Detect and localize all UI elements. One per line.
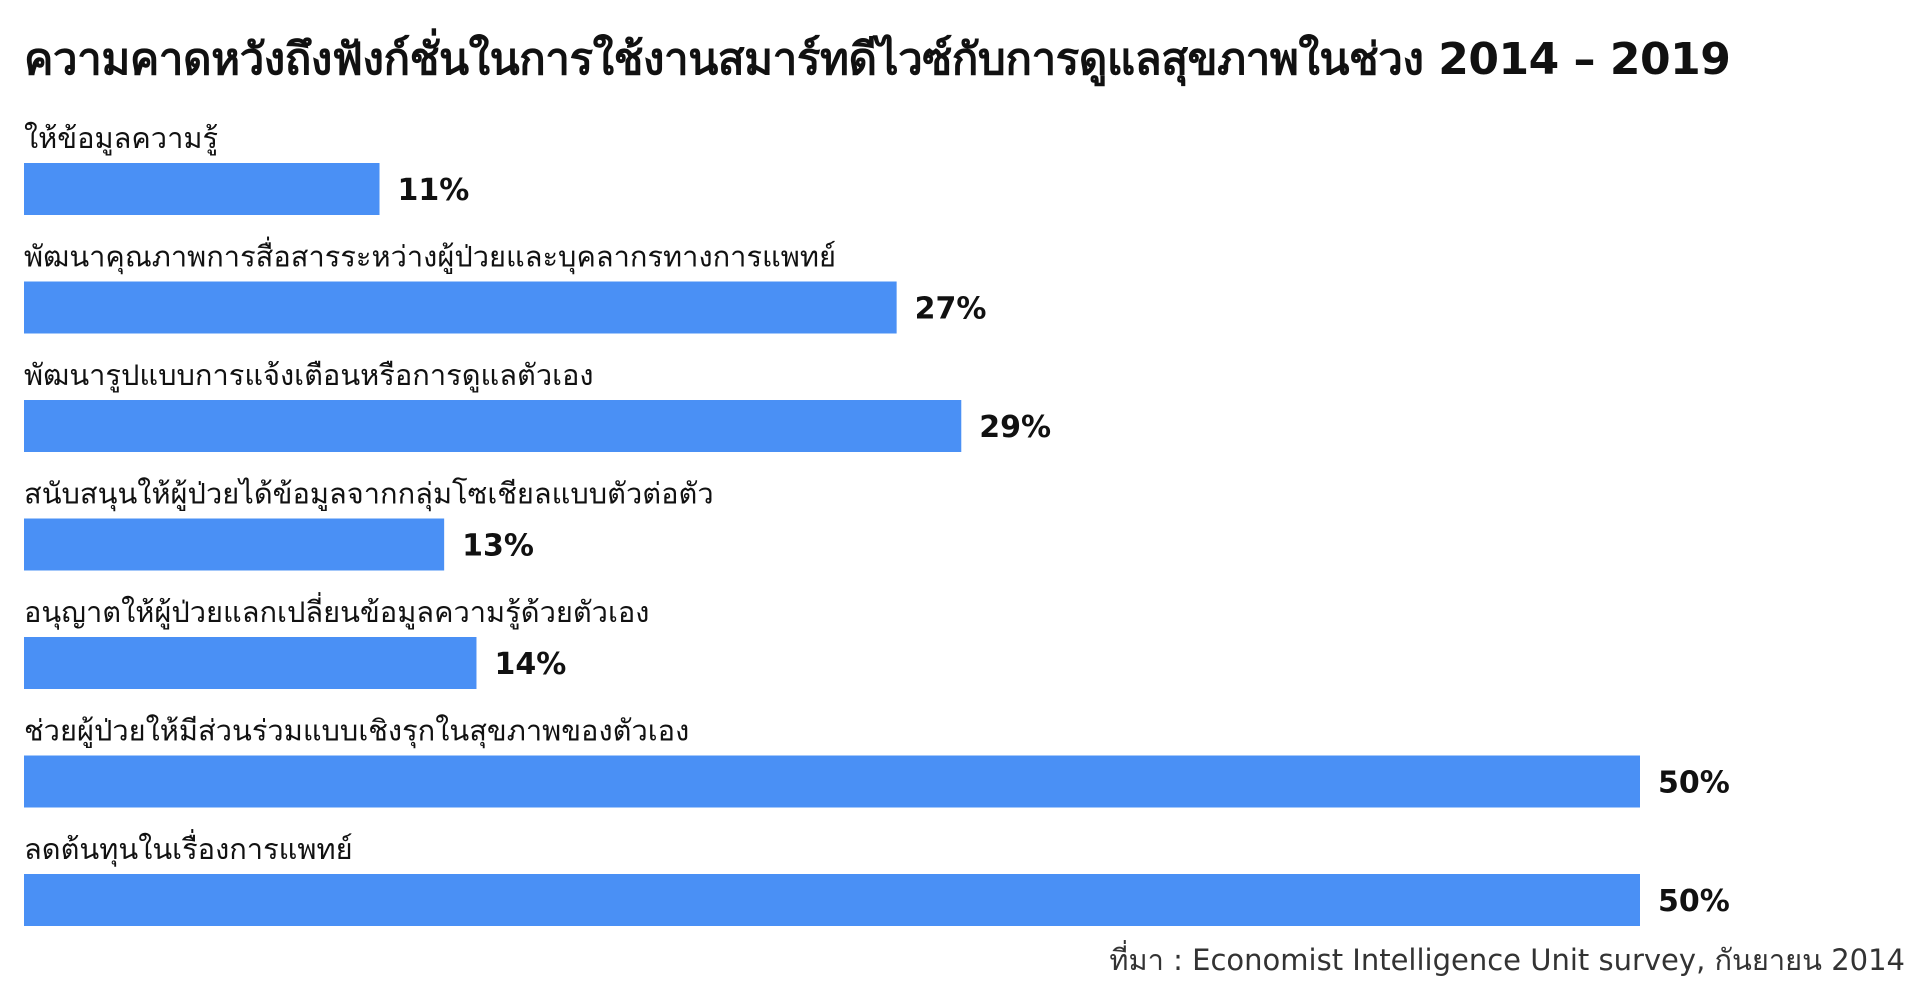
data-label: 29% — [979, 410, 1051, 445]
bar — [24, 874, 1640, 926]
data-label: 11% — [398, 173, 470, 208]
category-label: พัฒนารูปแบบการแจ้งเตือนหรือการดูแลตัวเอง — [24, 358, 594, 393]
bar — [24, 518, 445, 571]
data-label: 50% — [1658, 884, 1730, 919]
category-label: สนับสนุนให้ผู้ป่วยได้ข้อมูลจากกลุ่มโซเชี… — [24, 477, 714, 512]
data-label: 50% — [1658, 766, 1730, 801]
category-label: ช่วยผู้ป่วยให้มีส่วนร่วมแบบเชิงรุกในสุขภ… — [24, 714, 689, 749]
bar — [24, 163, 380, 215]
data-label: 13% — [462, 529, 534, 564]
bar — [24, 637, 477, 689]
data-label: 14% — [494, 647, 566, 682]
bar — [24, 755, 1640, 808]
bar — [24, 400, 962, 452]
category-label: อนุญาตให้ผู้ป่วยแลกเปลี่ยนข้อมูลความรู้ด… — [24, 592, 649, 630]
category-label: ให้ข้อมูลความรู้ — [24, 121, 218, 156]
data-label: 27% — [915, 292, 987, 327]
bar — [24, 281, 897, 334]
source-note: ที่มา : Economist Intelligence Unit surv… — [1109, 943, 1905, 977]
category-label: ลดต้นทุนในเรื่องการแพทย์ — [24, 829, 353, 867]
category-label: พัฒนาคุณภาพการสื่อสารระหว่างผู้ป่วยและบุ… — [24, 237, 836, 275]
chart-title: ความคาดหวังถึงฟังก์ชั่นในการใช้งานสมาร์ท… — [24, 34, 1731, 85]
